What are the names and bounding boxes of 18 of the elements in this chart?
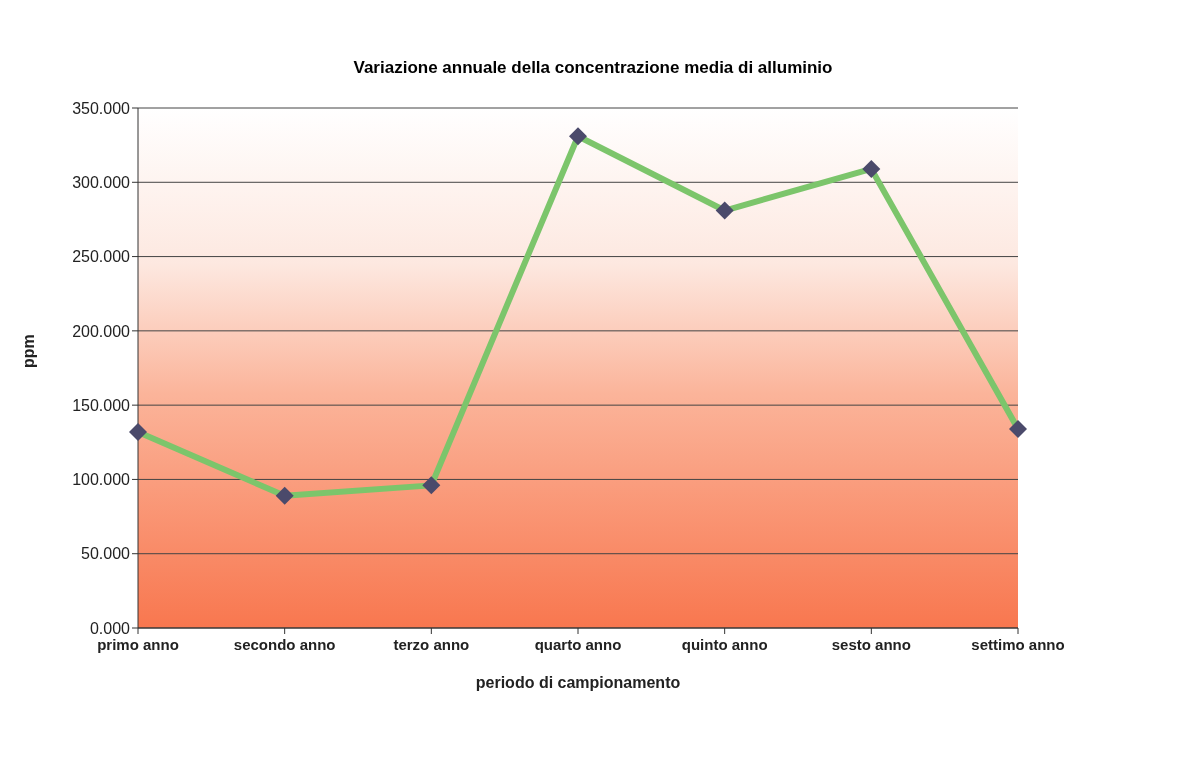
x-axis-title: periodo di campionamento xyxy=(475,674,681,691)
y-tick-label: 350.000 xyxy=(72,99,131,117)
x-tick-label: terzo anno xyxy=(393,636,470,653)
x-tick-label: secondo anno xyxy=(233,636,336,653)
y-tick-label: 0.000 xyxy=(89,619,131,637)
y-axis-title: ppm xyxy=(19,334,37,368)
chart-title: Variazione annuale della concentrazione media di alluminio xyxy=(352,57,834,79)
y-tick-label: 100.000 xyxy=(72,471,131,489)
y-tick-label: 300.000 xyxy=(72,173,131,191)
x-tick-label: sesto anno xyxy=(831,636,911,653)
x-tick-label: quarto anno xyxy=(534,636,622,653)
x-tick-label: quinto anno xyxy=(681,636,768,653)
x-tick-label: settimo anno xyxy=(971,636,1065,653)
x-tick-label: primo anno xyxy=(97,636,179,653)
y-tick-label: 50.000 xyxy=(81,545,131,563)
y-tick-label: 250.000 xyxy=(72,248,131,266)
y-tick-label: 150.000 xyxy=(72,396,131,414)
y-tick-label: 200.000 xyxy=(72,322,131,340)
